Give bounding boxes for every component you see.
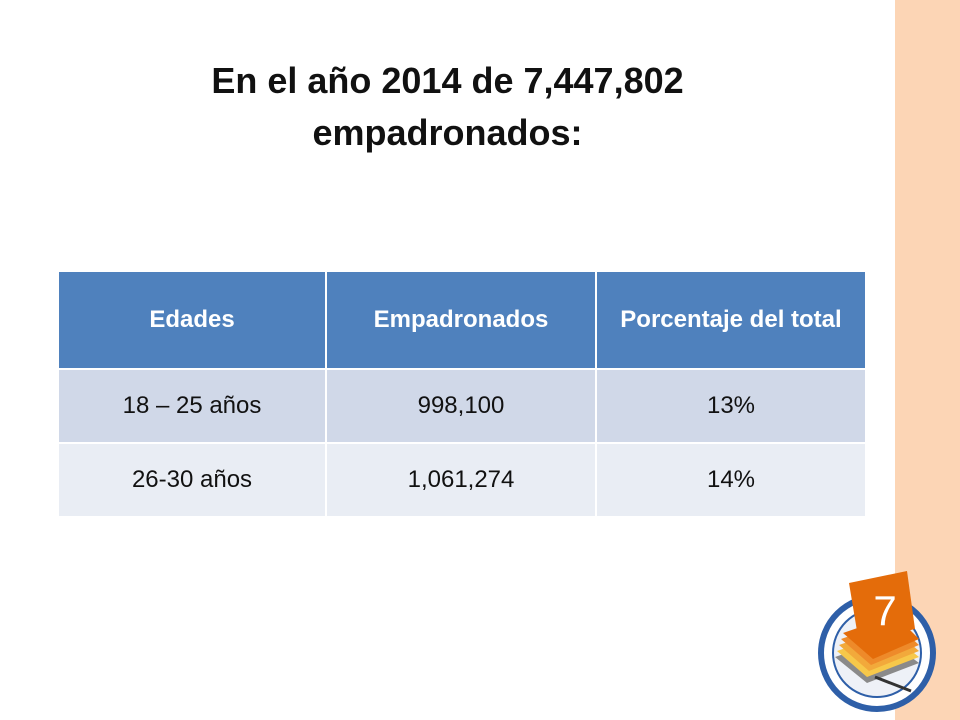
- cell-voters: 998,100: [325, 368, 597, 444]
- header-edades: Edades: [57, 270, 327, 370]
- title-line-2: empadronados:: [312, 112, 583, 153]
- cell-voters: 1,061,274: [325, 442, 597, 518]
- cell-age-range: 26-30 años: [57, 442, 327, 518]
- seal-ballot-stack: [835, 571, 919, 693]
- seal-number: 7: [873, 587, 896, 634]
- table-header-row: Edades Empadronados Porcentaje del total: [57, 270, 867, 370]
- voters-table: Edades Empadronados Porcentaje del total…: [57, 270, 867, 518]
- cell-percentage: 13%: [595, 368, 867, 444]
- conference-seal-icon: 7: [818, 571, 936, 712]
- cell-percentage: 14%: [595, 442, 867, 518]
- cell-age-range: 18 – 25 años: [57, 368, 327, 444]
- table-row: 18 – 25 años 998,100 13%: [57, 368, 867, 444]
- header-empadronados: Empadronados: [325, 270, 597, 370]
- slide-title: En el año 2014 de 7,447,802 empadronados…: [60, 55, 835, 159]
- table-row: 26-30 años 1,061,274 14%: [57, 442, 867, 518]
- title-line-1: En el año 2014 de 7,447,802: [211, 60, 684, 101]
- header-porcentaje: Porcentaje del total: [595, 270, 867, 370]
